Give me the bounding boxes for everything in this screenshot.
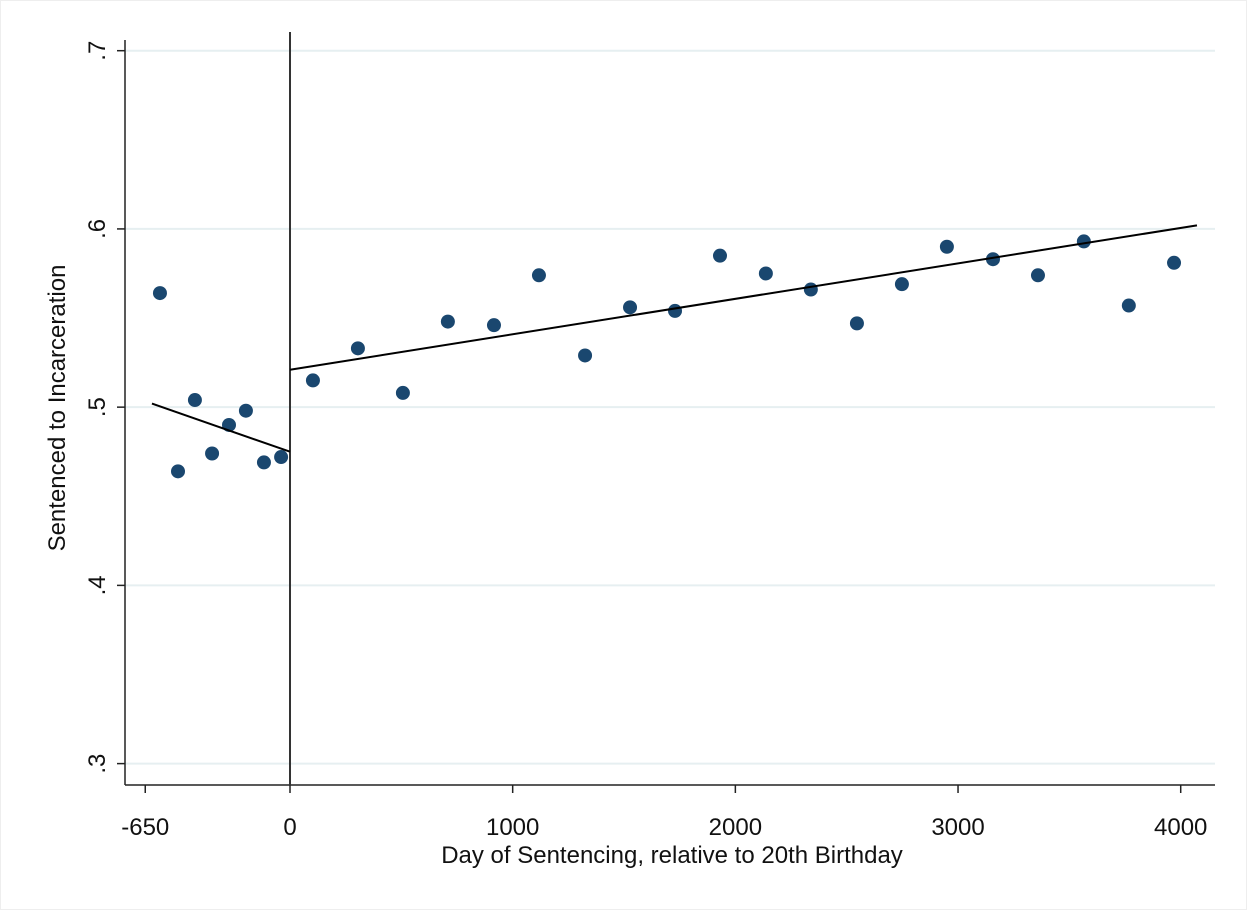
- scatter-point: [152, 286, 167, 301]
- x-axis-title: Day of Sentencing, relative to 20th Birt…: [441, 842, 903, 869]
- scatter-point: [170, 464, 185, 479]
- x-tick-label: 3000: [931, 814, 984, 841]
- scatter-point: [1167, 255, 1182, 270]
- scatter-point: [274, 450, 289, 465]
- scatter-point: [712, 248, 727, 263]
- scatter-point: [1030, 268, 1045, 283]
- scatter-point: [350, 341, 365, 356]
- scatter-point: [803, 282, 818, 297]
- scatter-point: [939, 239, 954, 254]
- x-tick-label: 1000: [486, 814, 539, 841]
- y-tick-label: .6: [84, 219, 111, 239]
- scatter-point: [531, 268, 546, 283]
- scatter-point: [238, 403, 253, 418]
- fit-line: [289, 224, 1198, 371]
- y-tick-label: .4: [84, 575, 111, 595]
- scatter-point: [985, 252, 1000, 267]
- scatter-point: [1076, 234, 1091, 249]
- scatter-point: [256, 455, 271, 470]
- x-tick-label: 0: [283, 814, 296, 841]
- x-tick-label: 2000: [709, 814, 762, 841]
- y-tick-label: .5: [84, 397, 111, 417]
- scatter-point: [305, 373, 320, 388]
- y-tick-label: .3: [84, 754, 111, 774]
- scatter-point: [440, 314, 455, 329]
- x-tick-label: 4000: [1154, 814, 1207, 841]
- scatter-point: [578, 348, 593, 363]
- scatter-point: [849, 316, 864, 331]
- scatter-point: [623, 300, 638, 315]
- scatter-point: [486, 318, 501, 333]
- scatter-point: [894, 277, 909, 292]
- scatter-point: [758, 266, 773, 281]
- fit-line: [151, 402, 291, 453]
- y-tick-label: .7: [84, 41, 111, 61]
- scatter-point: [668, 303, 683, 318]
- scatter-point: [205, 446, 220, 461]
- y-axis-title: Sentenced to Incarceration: [44, 265, 71, 552]
- x-tick-label: -650: [121, 814, 169, 841]
- scatter-point: [1121, 298, 1136, 313]
- scatter-point: [395, 385, 410, 400]
- scatter-point: [187, 393, 202, 408]
